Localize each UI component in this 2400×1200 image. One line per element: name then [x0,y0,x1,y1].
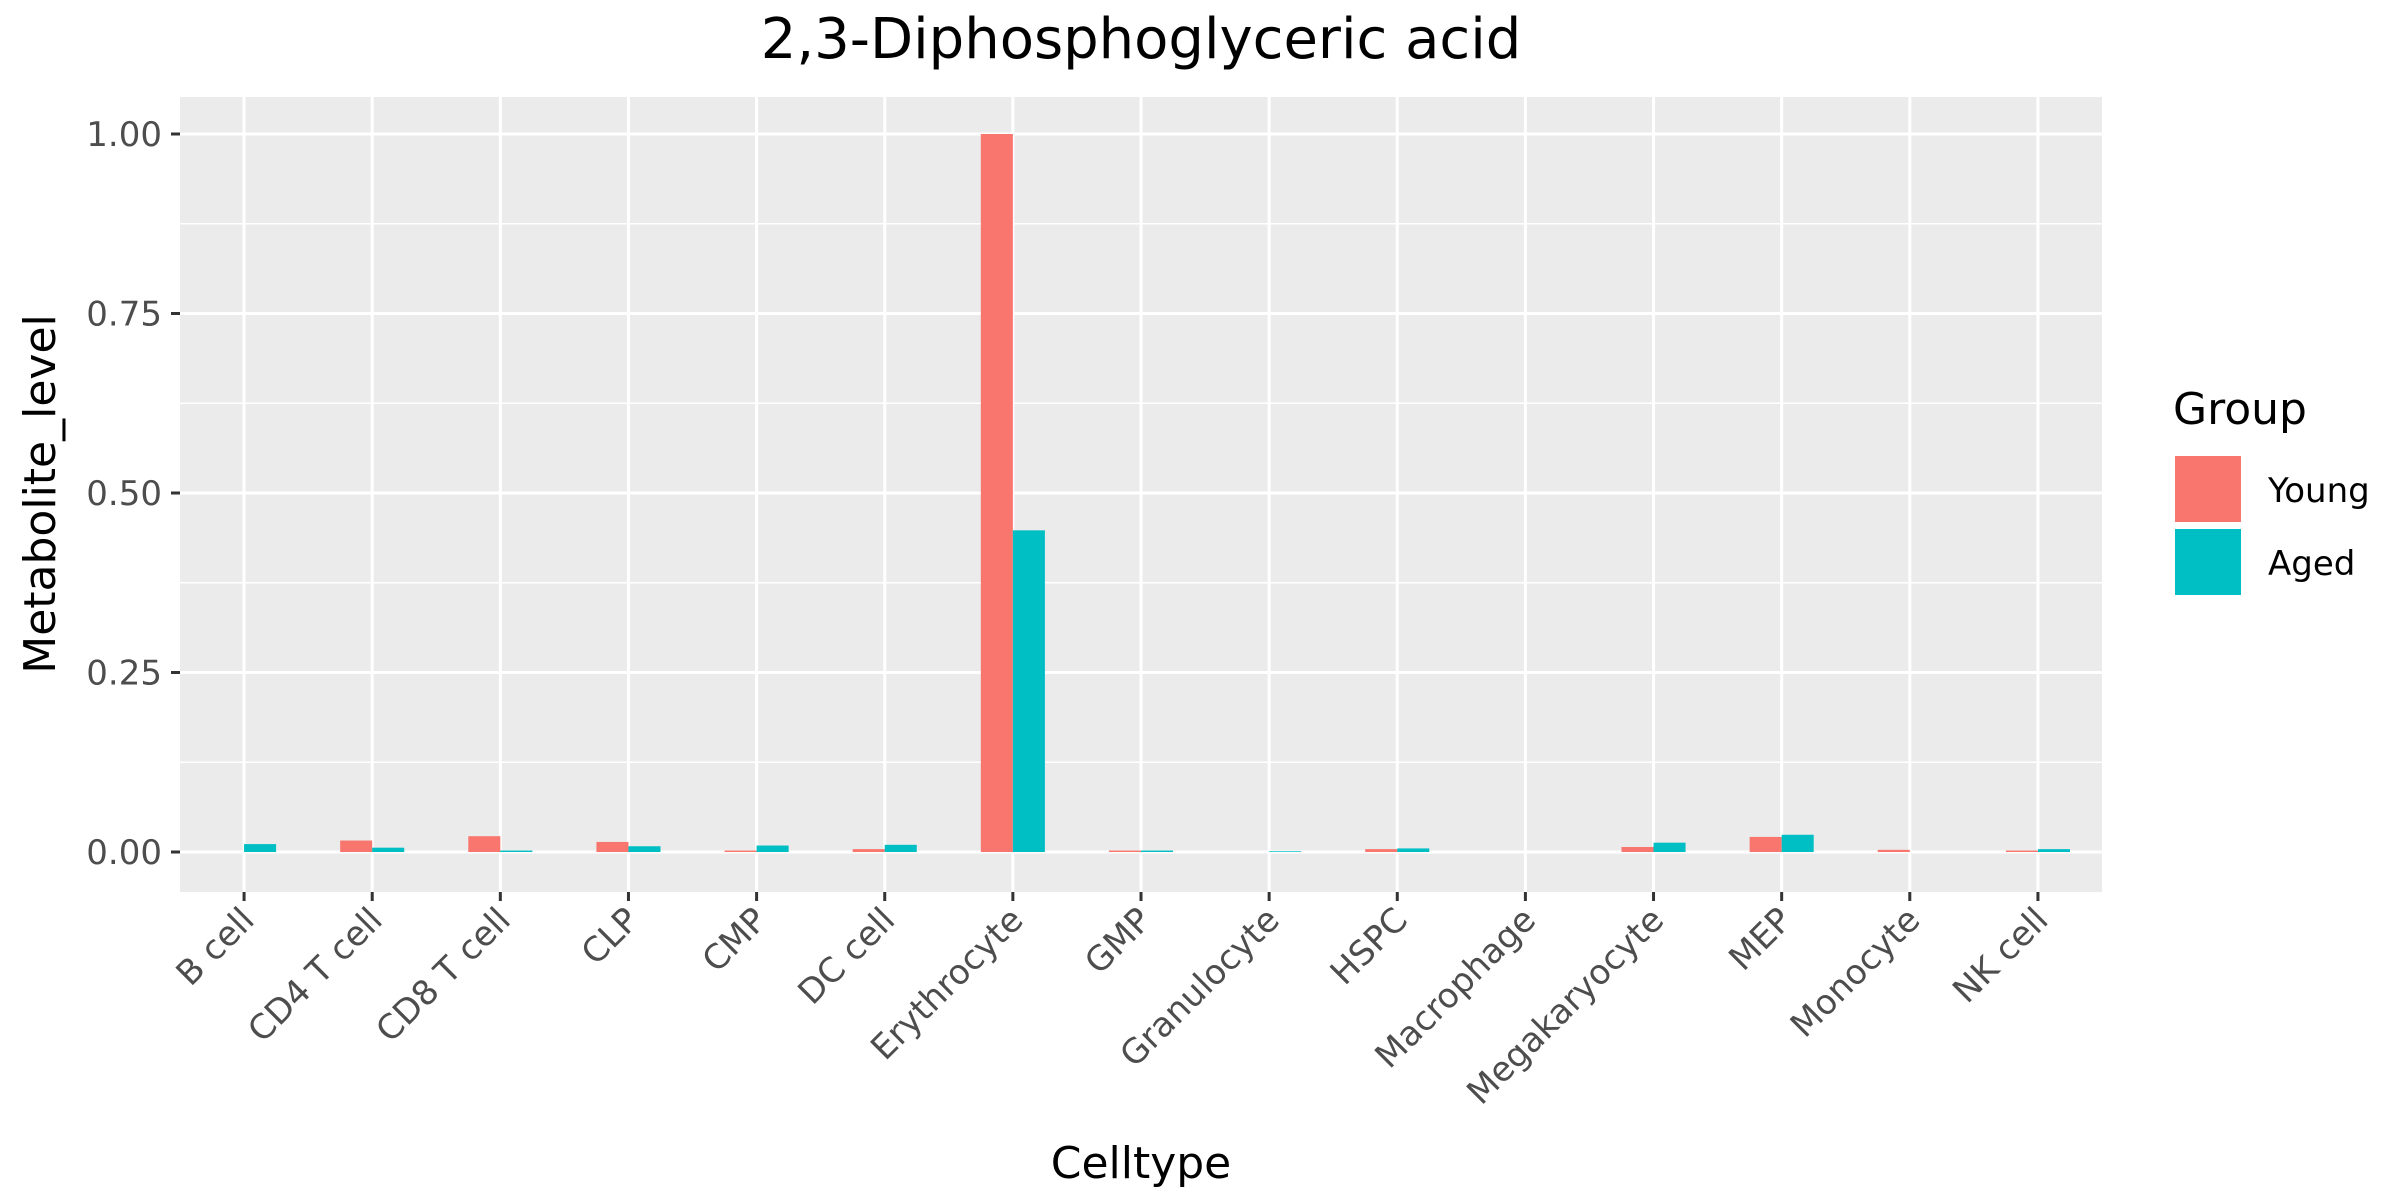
bar-young-15 [2005,850,2038,852]
bar-aged-5 [756,845,789,852]
y-tick-label: 0.25 [86,654,162,694]
x-axis-title: Celltype [1051,1138,1232,1189]
x-tick-label: DC cell [791,900,904,1013]
bar-aged-7 [1012,530,1045,852]
bars [244,134,2070,852]
legend: Group Young Aged [2173,384,2370,595]
x-tick-label: CD4 T cell [240,900,390,1050]
bar-young-4 [596,841,629,852]
x-tick-label: CLP [574,900,647,973]
bar-aged-4 [628,846,661,852]
bar-aged-9 [1269,851,1302,852]
x-tick-label: CMP [695,900,775,980]
bar-young-6 [852,849,885,852]
bar-young-2 [340,840,373,852]
bar-aged-15 [2037,849,2070,852]
bar-aged-2 [372,847,405,852]
legend-title: Group [2173,384,2307,435]
y-axis-title: Metabolite_level [15,314,66,674]
chart-title: 2,3-Diphosphoglyceric acid [761,7,1522,72]
x-tick-label: NK cell [1945,900,2056,1011]
x-tick-label: MEP [1721,900,1800,979]
x-tick-label: GMP [1077,900,1159,982]
legend-key-aged [2175,529,2241,595]
x-tick-label: CD8 T cell [368,900,518,1050]
legend-key-young [2175,456,2241,522]
bar-young-13 [1749,836,1782,852]
bar-young-8 [1108,850,1141,852]
bar-young-5 [724,850,757,852]
y-axis: 0.00 0.25 0.50 0.75 1.00 [86,115,180,873]
x-tick-label: B cell [169,900,263,994]
bar-young-12 [1621,846,1654,852]
y-tick-label: 0.00 [86,833,162,873]
legend-label-aged: Aged [2268,544,2355,584]
x-tick-label: HSPC [1323,900,1416,993]
bar-aged-1 [244,844,277,852]
bar-aged-8 [1141,850,1174,852]
y-tick-label: 0.50 [86,474,162,514]
bar-aged-12 [1653,842,1686,852]
bar-young-14 [1877,849,1910,852]
bar-aged-3 [500,850,533,852]
bar-aged-13 [1781,834,1814,852]
grid-major [180,97,2102,892]
legend-label-young: Young [2267,471,2370,511]
bar-aged-10 [1397,848,1430,852]
y-tick-label: 0.75 [86,295,162,335]
bar-young-10 [1365,849,1398,852]
y-tick-label: 1.00 [86,115,162,155]
bar-young-7 [980,134,1013,852]
bar-aged-6 [884,844,917,852]
x-tick-label: Monocyte [1783,900,1928,1045]
bar-young-3 [468,836,501,852]
